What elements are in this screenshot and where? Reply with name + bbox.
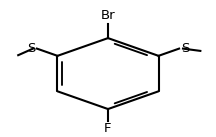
Text: F: F bbox=[104, 122, 112, 135]
Text: S: S bbox=[27, 42, 35, 55]
Text: S: S bbox=[181, 42, 189, 55]
Text: Br: Br bbox=[101, 9, 115, 22]
